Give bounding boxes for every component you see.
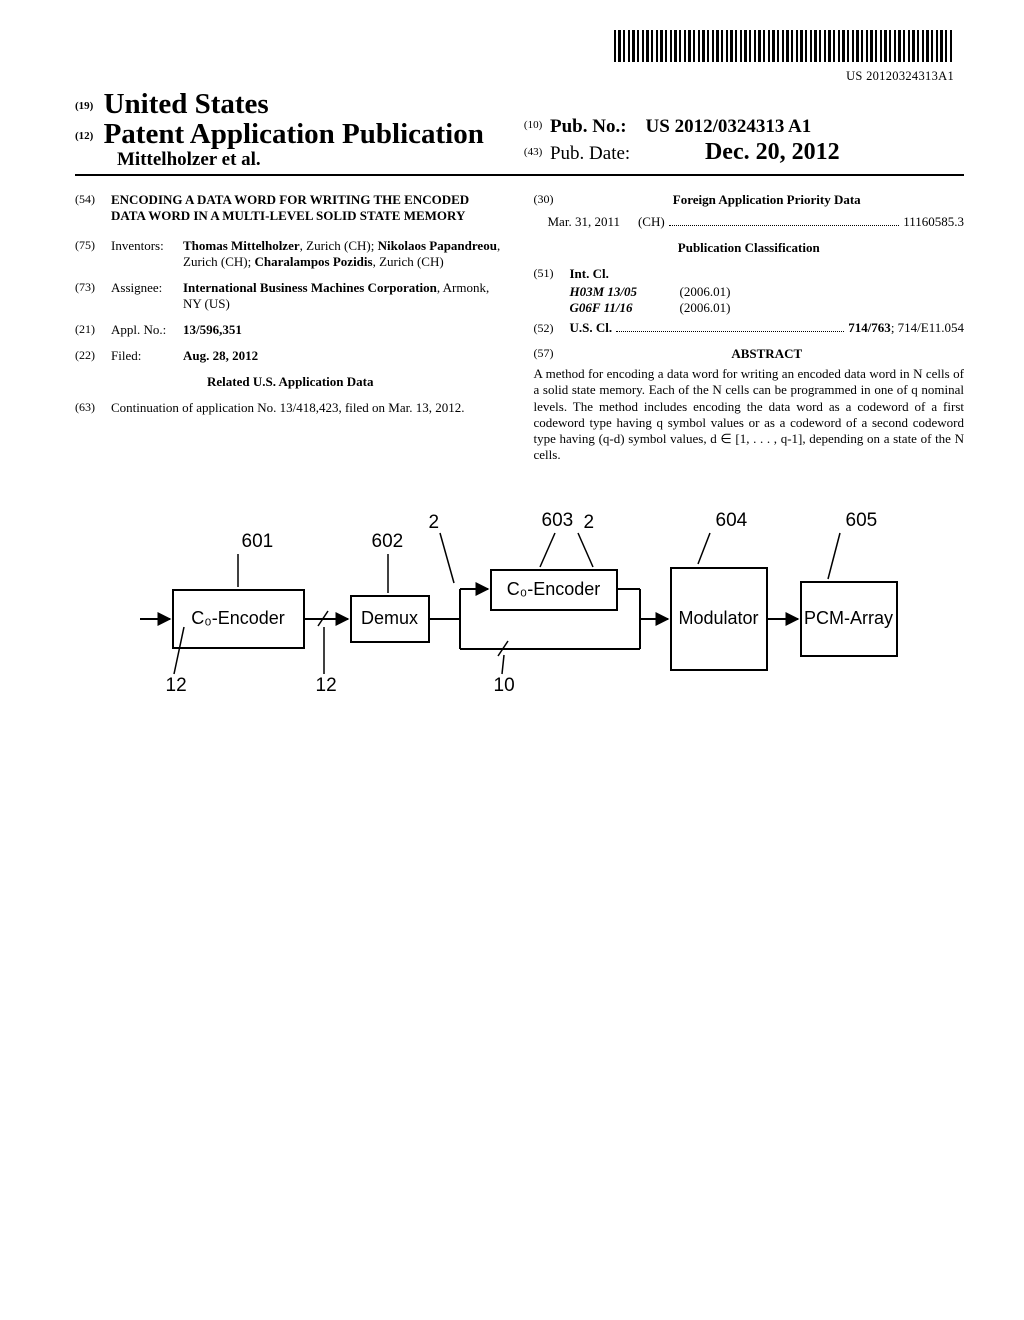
uscl-label: U.S. Cl. — [570, 320, 613, 336]
ref-601: 601 — [242, 531, 274, 553]
barcode-number: US 20120324313A1 — [75, 69, 954, 84]
country: United States — [104, 88, 269, 120]
foreign-cc: (CH) — [638, 214, 665, 230]
bus-12a: 12 — [166, 675, 187, 697]
pubno: US 2012/0324313 A1 — [646, 116, 812, 137]
code-52: (52) — [534, 321, 570, 336]
code-30: (30) — [534, 192, 570, 208]
node-modulator: Modulator — [670, 567, 768, 671]
uscl-sub: ; 714/E11.054 — [891, 320, 964, 336]
code-75: (75) — [75, 238, 111, 270]
node-demux: Demux — [350, 595, 430, 643]
pubdate-label: Pub. Date: — [550, 143, 630, 164]
inventor-1: Thomas Mittelholzer — [183, 238, 300, 253]
abstract-label: ABSTRACT — [731, 346, 802, 361]
inventors: Thomas Mittelholzer, Zurich (CH); Nikola… — [183, 238, 506, 270]
left-column: (54) ENCODING A DATA WORD FOR WRITING TH… — [75, 192, 506, 464]
foreign-num: 11160585.3 — [903, 214, 964, 230]
foreign-header: Foreign Application Priority Data — [673, 192, 861, 207]
code-12: (12) — [75, 130, 93, 142]
abstract-text: A method for encoding a data word for wr… — [534, 366, 965, 464]
filed-date: Aug. 28, 2012 — [183, 348, 258, 363]
barcode-graphic — [614, 30, 954, 62]
code-19: (19) — [75, 100, 93, 112]
intcl-label: Int. Cl. — [570, 266, 609, 281]
barcode-block: US 20120324313A1 — [75, 30, 954, 84]
inventor-2: Nikolaos Papandreou — [378, 238, 497, 253]
ref-sub-2a: 2 — [429, 512, 440, 534]
inventor-3: Charalampos Pozidis — [254, 254, 372, 269]
node-c0-encoder-2: C₀-Encoder — [490, 569, 618, 611]
node-c0-encoder-1: C₀-Encoder — [172, 589, 305, 649]
pubdate: Dec. 20, 2012 — [705, 139, 840, 165]
assignee: International Business Machines Corporat… — [183, 280, 506, 312]
dot-leader — [669, 215, 900, 226]
code-57: (57) — [534, 346, 570, 362]
intcl-2: G06F 11/16 — [570, 300, 680, 316]
ref-602: 602 — [372, 531, 404, 553]
pubclass-header: Publication Classification — [534, 240, 965, 256]
ref-605: 605 — [846, 510, 878, 532]
applno-label: Appl. No.: — [111, 322, 183, 338]
assignee-label: Assignee: — [111, 280, 183, 312]
header-left: (19) United States (12) Patent Applicati… — [75, 88, 524, 171]
doc-type: Patent Application Publication — [104, 118, 484, 150]
ref-603: 603 — [542, 510, 574, 532]
ref-sub-2b: 2 — [584, 512, 595, 534]
bus-12b: 12 — [316, 675, 337, 697]
patent-page: US 20120324313A1 (19) United States (12)… — [0, 0, 1024, 769]
code-22: (22) — [75, 348, 111, 364]
right-column: (30) Foreign Application Priority Data M… — [534, 192, 965, 464]
applno: 13/596,351 — [183, 322, 242, 337]
code-43: (43) — [524, 146, 542, 158]
code-21: (21) — [75, 322, 111, 338]
code-10: (10) — [524, 119, 542, 131]
intcl-2-ver: (2006.01) — [680, 300, 731, 316]
dot-leader-2 — [616, 321, 844, 332]
node-pcm-array: PCM-Array — [800, 581, 898, 657]
invention-title: ENCODING A DATA WORD FOR WRITING THE ENC… — [111, 192, 506, 224]
author-line: Mittelholzer et al. — [75, 149, 524, 171]
related-data: Continuation of application No. 13/418,4… — [111, 400, 506, 416]
bus-10: 10 — [494, 675, 515, 697]
code-73: (73) — [75, 280, 111, 312]
block-diagram: C₀-Encoder Demux C₀-Encoder Modulator PC… — [140, 519, 900, 729]
code-51: (51) — [534, 266, 570, 282]
filed-label: Filed: — [111, 348, 183, 364]
related-header: Related U.S. Application Data — [75, 374, 506, 390]
intcl-1: H03M 13/05 — [570, 284, 680, 300]
uscl-main: 714/763 — [848, 320, 891, 336]
header-block: (19) United States (12) Patent Applicati… — [75, 88, 964, 176]
ref-604: 604 — [716, 510, 748, 532]
foreign-date: Mar. 31, 2011 — [548, 214, 620, 230]
code-54: (54) — [75, 192, 111, 224]
biblio: (54) ENCODING A DATA WORD FOR WRITING TH… — [75, 192, 964, 464]
header-right: (10) Pub. No.: US 2012/0324313 A1 (43) P… — [524, 88, 964, 166]
inventors-label: Inventors: — [111, 238, 183, 270]
code-63: (63) — [75, 400, 111, 416]
pubno-label: Pub. No.: — [550, 116, 627, 137]
intcl-1-ver: (2006.01) — [680, 284, 731, 300]
